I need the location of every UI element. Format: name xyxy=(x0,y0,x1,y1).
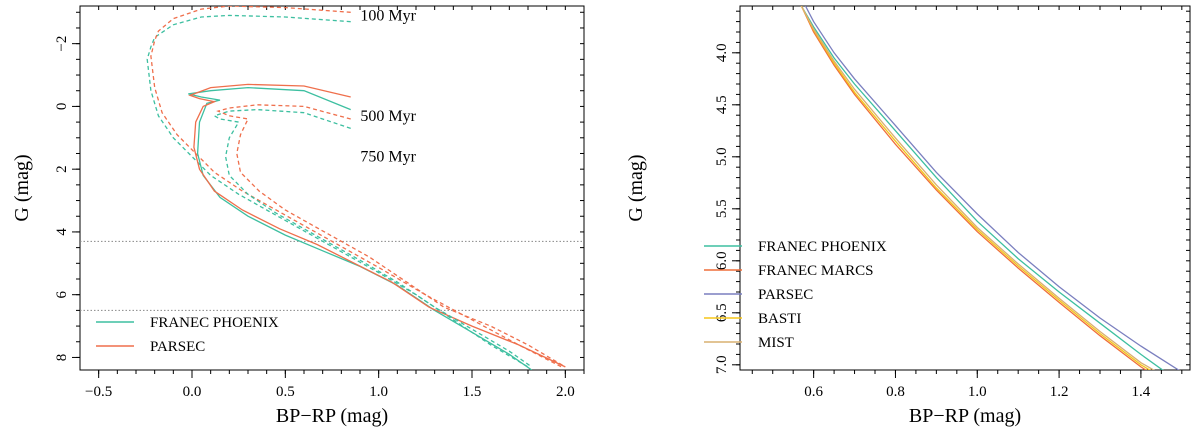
series-line-parsec-750-myr xyxy=(216,104,566,368)
y-axis-title: G (mag) xyxy=(11,154,33,221)
legend-label: PARSEC xyxy=(758,287,813,303)
x-tick-label: 1.0 xyxy=(968,384,987,400)
y-tick-label: 6.5 xyxy=(714,303,730,322)
x-tick-label: 0.5 xyxy=(276,384,295,400)
legend-label: FRANEC PHOENIX xyxy=(150,315,279,331)
x-tick-label: 1.0 xyxy=(369,384,388,400)
tick-marks xyxy=(732,6,1190,378)
series-line-franec-phoenix xyxy=(800,6,1164,370)
y-tick-label: 7.0 xyxy=(714,355,730,374)
x-tick-label: −0.5 xyxy=(85,384,112,400)
series-line-franec-phoenix-100-myr xyxy=(146,14,529,368)
series-line-basti xyxy=(800,6,1151,370)
y-tick-label: 4 xyxy=(54,228,70,236)
plot-frame xyxy=(739,5,1191,371)
plot-frame xyxy=(79,5,585,371)
legend-label: FRANEC PHOENIX xyxy=(758,239,887,255)
y-tick-label: −2 xyxy=(54,36,70,52)
series-group xyxy=(800,6,1180,370)
isochrone-age-label: 100 Myr xyxy=(360,7,416,24)
legend-label: PARSEC xyxy=(150,339,205,355)
y-tick-label: 2 xyxy=(54,165,70,173)
y-tick-label: 5.5 xyxy=(714,199,730,218)
x-tick-label: 1.5 xyxy=(463,384,482,400)
x-axis-title: BP−RP (mag) xyxy=(276,405,388,427)
series-line-mist xyxy=(800,6,1155,370)
x-tick-label: 1.2 xyxy=(1050,384,1069,400)
series-line-parsec-500-myr xyxy=(188,83,566,368)
series-line-franec-phoenix-750-myr xyxy=(212,108,533,368)
y-tick-label: 6.0 xyxy=(714,251,730,270)
left-panel: −0.5 0.0 0.5 1.0 1.5 2.0 −2 0 2 4 6 8 BP−RP (mag) G (… xyxy=(11,5,585,427)
legend-label: BASTI xyxy=(758,311,801,327)
y-tick-label: 4.0 xyxy=(714,43,730,62)
y-tick-label: 0 xyxy=(54,103,70,111)
y-tick-label: 4.5 xyxy=(714,95,730,114)
series-line-parsec-100-myr xyxy=(150,6,562,368)
legend-label: FRANEC MARCS xyxy=(758,263,873,279)
series-line-franec-marcs xyxy=(800,6,1148,370)
isochrone-age-label: 500 Myr xyxy=(360,108,416,125)
legend-label: MIST xyxy=(758,335,794,351)
series-group xyxy=(146,6,566,370)
legend: FRANEC PHOENIX FRANEC MARCS PARSEC BASTI MIS… xyxy=(704,239,887,351)
y-tick-label: 6 xyxy=(54,290,70,298)
x-tick-label: 2.0 xyxy=(556,384,575,400)
y-tick-label: 8 xyxy=(54,354,70,362)
series-line-parsec xyxy=(804,6,1180,370)
isochrone-age-label: 750 Myr xyxy=(360,149,416,166)
x-axis-title: BP−RP (mag) xyxy=(909,405,1021,427)
x-tick-label: 0.0 xyxy=(183,384,202,400)
y-axis-title: G (mag) xyxy=(625,154,647,221)
x-tick-label: 1.4 xyxy=(1132,384,1151,400)
right-panel: 0.6 0.8 1.0 1.2 1.4 4.0 4.5 5.0 5.5 6.0 6.5 7.0 BP−R… xyxy=(625,5,1191,427)
y-tick-label: 5.0 xyxy=(714,147,730,166)
x-tick-label: 0.8 xyxy=(886,384,905,400)
tick-marks xyxy=(72,6,585,378)
legend: FRANEC PHOENIX PARSEC xyxy=(96,315,279,355)
x-tick-label: 0.6 xyxy=(804,384,823,400)
